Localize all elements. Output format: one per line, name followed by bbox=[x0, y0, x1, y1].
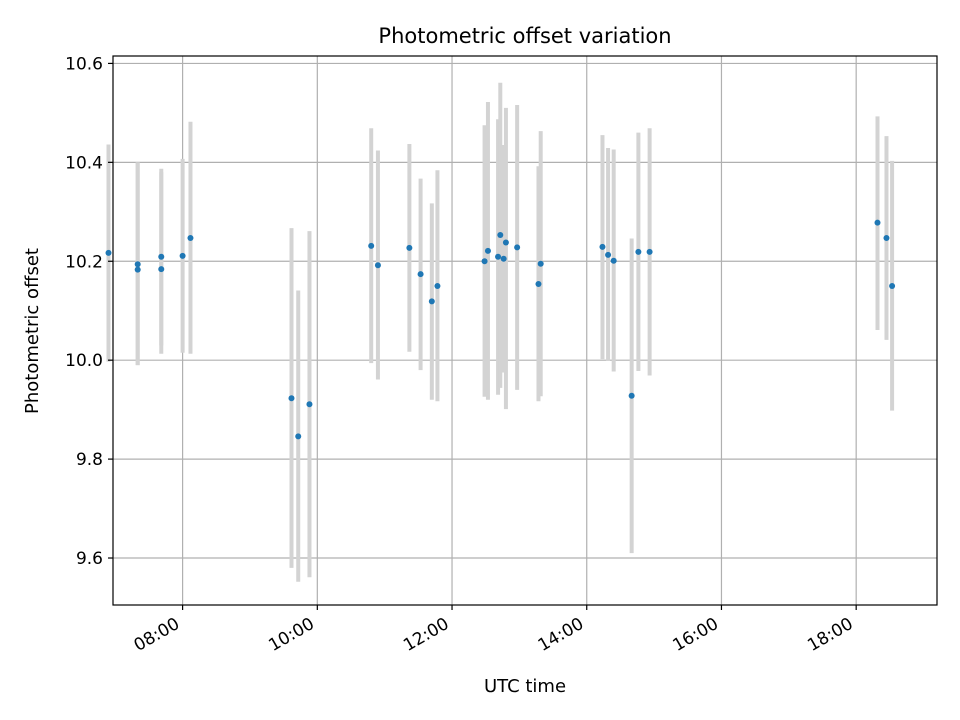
data-point bbox=[883, 235, 890, 242]
data-point bbox=[417, 271, 424, 278]
data-point bbox=[610, 257, 617, 264]
data-points bbox=[105, 219, 896, 440]
data-point bbox=[605, 251, 612, 258]
y-tick-label: 9.8 bbox=[76, 450, 103, 470]
data-point bbox=[374, 262, 381, 269]
data-point bbox=[537, 260, 544, 267]
data-point bbox=[179, 252, 186, 259]
data-point bbox=[646, 248, 653, 255]
grid bbox=[113, 56, 937, 605]
data-point bbox=[428, 298, 435, 305]
data-point bbox=[295, 433, 302, 440]
y-tick-label: 10.6 bbox=[65, 54, 103, 74]
y-tick-label: 10.4 bbox=[65, 153, 103, 173]
data-point bbox=[134, 266, 141, 273]
data-point bbox=[158, 253, 165, 260]
y-axis: 9.6 9.8 10.0 10.2 10.4 10.6 bbox=[65, 54, 113, 569]
data-point bbox=[502, 239, 509, 246]
data-point bbox=[158, 266, 165, 273]
data-point bbox=[484, 247, 491, 254]
data-point bbox=[134, 261, 141, 268]
plot-frame bbox=[112, 55, 938, 606]
chart-title: Photometric offset variation bbox=[378, 24, 671, 48]
x-axis-title: UTC time bbox=[484, 676, 566, 697]
y-axis-title: Photometric offset bbox=[22, 248, 43, 414]
data-point bbox=[628, 392, 635, 399]
data-point bbox=[599, 243, 606, 250]
data-point bbox=[874, 219, 881, 226]
data-point bbox=[635, 248, 642, 255]
y-tick-label: 10.0 bbox=[65, 351, 103, 371]
data-point bbox=[105, 249, 112, 256]
data-point bbox=[481, 258, 488, 265]
data-point bbox=[514, 244, 521, 251]
data-point bbox=[406, 244, 413, 251]
data-point bbox=[495, 253, 502, 260]
y-tick-label: 10.2 bbox=[65, 252, 103, 272]
y-tick-label: 9.6 bbox=[76, 549, 103, 569]
data-point bbox=[434, 282, 441, 289]
data-point bbox=[500, 255, 507, 262]
data-point bbox=[187, 235, 194, 242]
data-point bbox=[889, 282, 896, 289]
data-point bbox=[497, 232, 504, 239]
data-point bbox=[368, 242, 375, 249]
data-point bbox=[535, 281, 542, 288]
data-point bbox=[306, 401, 313, 408]
data-point bbox=[288, 395, 295, 402]
